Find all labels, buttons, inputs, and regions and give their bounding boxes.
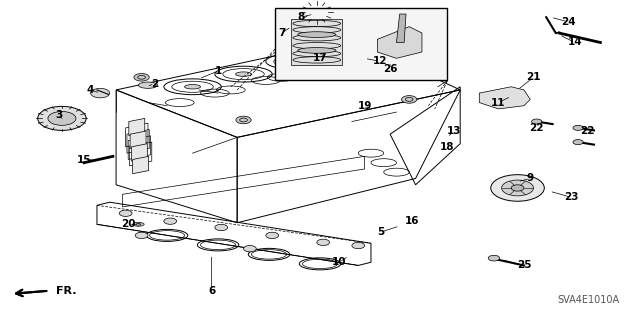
Ellipse shape bbox=[236, 72, 252, 76]
Text: 1: 1 bbox=[214, 66, 221, 76]
Circle shape bbox=[325, 37, 340, 45]
Text: 8: 8 bbox=[297, 12, 305, 22]
Text: 6: 6 bbox=[208, 286, 215, 296]
Text: FR.: FR. bbox=[56, 286, 76, 296]
Circle shape bbox=[215, 224, 228, 231]
Polygon shape bbox=[396, 14, 406, 42]
Circle shape bbox=[38, 106, 86, 130]
Ellipse shape bbox=[298, 48, 336, 53]
Circle shape bbox=[511, 185, 524, 191]
Text: 26: 26 bbox=[383, 64, 397, 74]
Ellipse shape bbox=[132, 222, 144, 226]
Text: 4: 4 bbox=[87, 85, 94, 95]
Text: 15: 15 bbox=[77, 154, 92, 165]
Text: 3: 3 bbox=[55, 110, 62, 120]
Text: 13: 13 bbox=[447, 126, 461, 136]
FancyBboxPatch shape bbox=[275, 8, 447, 80]
Polygon shape bbox=[131, 144, 147, 161]
Circle shape bbox=[401, 96, 417, 103]
Circle shape bbox=[48, 111, 76, 125]
Circle shape bbox=[91, 88, 109, 98]
Text: 21: 21 bbox=[526, 72, 541, 82]
Text: 10: 10 bbox=[332, 257, 346, 267]
Text: 23: 23 bbox=[564, 192, 579, 203]
Polygon shape bbox=[132, 156, 148, 174]
Ellipse shape bbox=[184, 85, 200, 89]
Text: 24: 24 bbox=[561, 17, 576, 27]
Text: 25: 25 bbox=[516, 260, 531, 271]
Text: 17: 17 bbox=[313, 53, 327, 63]
Circle shape bbox=[135, 232, 148, 239]
FancyArrowPatch shape bbox=[16, 290, 47, 296]
Text: 16: 16 bbox=[405, 216, 420, 226]
Text: 7: 7 bbox=[278, 28, 285, 38]
Polygon shape bbox=[129, 118, 145, 136]
Circle shape bbox=[573, 140, 583, 145]
Text: 9: 9 bbox=[527, 174, 534, 183]
Circle shape bbox=[491, 175, 544, 201]
Text: 20: 20 bbox=[122, 219, 136, 229]
Ellipse shape bbox=[298, 32, 336, 37]
Circle shape bbox=[134, 73, 149, 81]
Ellipse shape bbox=[138, 82, 157, 88]
Circle shape bbox=[502, 180, 534, 196]
Circle shape bbox=[164, 218, 177, 224]
Circle shape bbox=[236, 116, 251, 124]
Circle shape bbox=[244, 246, 256, 252]
Circle shape bbox=[317, 239, 330, 246]
Circle shape bbox=[352, 242, 365, 249]
Circle shape bbox=[266, 232, 278, 239]
Text: 22: 22 bbox=[580, 126, 595, 136]
Text: 19: 19 bbox=[357, 101, 372, 111]
Text: SVA4E1010A: SVA4E1010A bbox=[557, 295, 620, 305]
Text: 14: 14 bbox=[568, 38, 582, 48]
Polygon shape bbox=[291, 19, 342, 65]
Text: 5: 5 bbox=[377, 227, 384, 237]
Text: 22: 22 bbox=[529, 123, 544, 133]
Polygon shape bbox=[479, 87, 531, 109]
Text: 12: 12 bbox=[373, 56, 388, 66]
Circle shape bbox=[532, 119, 541, 124]
Polygon shape bbox=[378, 27, 422, 58]
Polygon shape bbox=[130, 131, 146, 148]
Circle shape bbox=[573, 125, 583, 130]
Circle shape bbox=[488, 255, 500, 261]
Text: 2: 2 bbox=[150, 78, 158, 89]
Ellipse shape bbox=[337, 47, 353, 51]
Ellipse shape bbox=[287, 59, 303, 64]
Text: 18: 18 bbox=[440, 142, 454, 152]
Circle shape bbox=[119, 210, 132, 216]
Text: 11: 11 bbox=[491, 98, 506, 108]
